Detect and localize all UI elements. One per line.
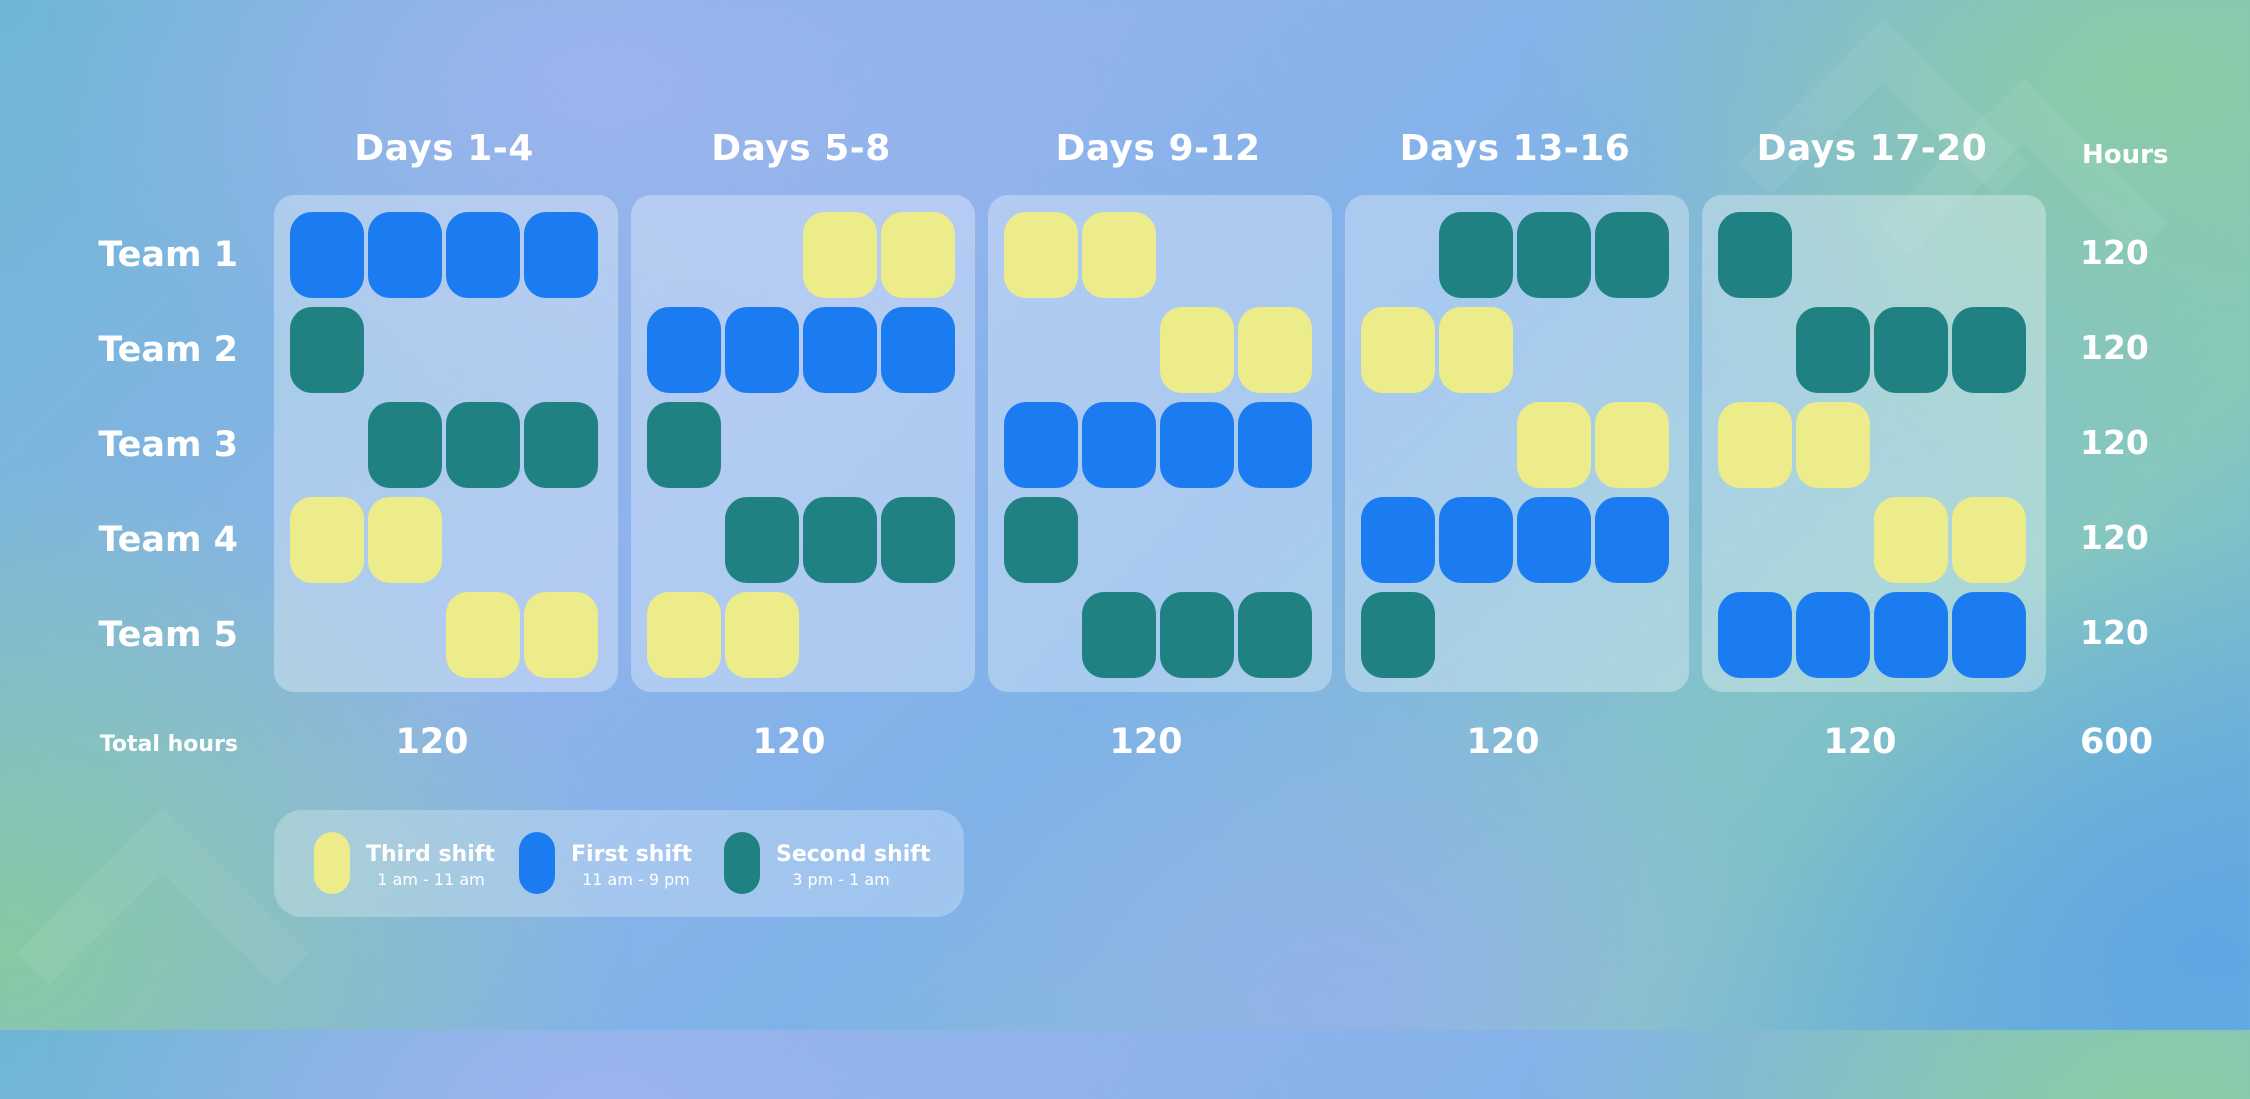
column-header: Days 9-12 [1055,128,1261,169]
second-shift-cell [647,402,721,488]
third-shift-cell [524,592,598,678]
third-shift-cell [1361,307,1435,393]
first-shift-swatch [519,832,555,894]
background-chevron [17,807,309,1099]
second-shift-cell [290,307,364,393]
column-total-hours: 120 [1823,722,1897,762]
third-shift-cell [803,212,877,298]
third-shift-cell [1004,212,1078,298]
second-shift-cell [1952,307,2026,393]
first-shift-cell [1361,497,1435,583]
first-shift-cell [446,212,520,298]
second-shift-cell [524,402,598,488]
row-total-hours: 120 [2080,518,2149,557]
third-shift-cell [647,592,721,678]
first-shift-cell [290,212,364,298]
hours-header: Hours [2082,140,2169,170]
third-shift-swatch [314,832,350,894]
team-label: Team 2 [98,330,238,370]
third-shift-cell [1517,402,1591,488]
row-total-hours: 120 [2080,328,2149,367]
second-shift-cell [1595,212,1669,298]
third-shift-cell [1796,402,1870,488]
second-shift-cell [446,402,520,488]
first-shift-cell [881,307,955,393]
legend: Third shift 1 am - 11 am First shift 11 am … [274,810,964,917]
legend-shift-time: 11 am - 9 pm [582,870,690,889]
second-shift-cell [881,497,955,583]
third-shift-cell [881,212,955,298]
third-shift-cell [368,497,442,583]
first-shift-cell [1517,497,1591,583]
third-shift-cell [1718,402,1792,488]
first-shift-cell [1004,402,1078,488]
team-label: Team 5 [98,615,238,655]
third-shift-cell [1160,307,1234,393]
column-total-hours: 120 [1109,722,1183,762]
first-shift-cell [803,307,877,393]
column-header: Days 13-16 [1399,128,1631,169]
third-shift-cell [446,592,520,678]
second-shift-cell [725,497,799,583]
column-total-hours: 120 [395,722,469,762]
second-shift-cell [368,402,442,488]
legend-shift-name: Second shift [776,842,931,867]
second-shift-cell [1082,592,1156,678]
column-total-hours: 120 [752,722,826,762]
shift-schedule-chart: Days 1-4 Days 5-8 Days 9-12 Days 13-16 Days … [17,17,2169,1099]
first-shift-cell [1082,402,1156,488]
row-total-hours: 120 [2080,423,2149,462]
column-header: Days 17-20 [1756,128,1988,169]
second-shift-cell [1361,592,1435,678]
third-shift-cell [1238,307,1312,393]
total-hours-label: Total hours [99,732,238,757]
first-shift-cell [1874,592,1948,678]
second-shift-cell [1004,497,1078,583]
third-shift-cell [1952,497,2026,583]
team-label: Team 3 [98,425,238,465]
first-shift-cell [1796,592,1870,678]
first-shift-cell [1595,497,1669,583]
legend-shift-time: 3 pm - 1 am [792,870,890,889]
second-shift-swatch [724,832,760,894]
legend-shift-name: Third shift [366,842,495,867]
first-shift-cell [1238,402,1312,488]
legend-shift-time: 1 am - 11 am [377,870,485,889]
row-total-hours: 120 [2080,233,2149,272]
second-shift-cell [1517,212,1591,298]
first-shift-cell [1439,497,1513,583]
column-header: Days 5-8 [711,128,891,169]
third-shift-cell [1439,307,1513,393]
second-shift-cell [1874,307,1948,393]
second-shift-cell [1796,307,1870,393]
legend-shift-name: First shift [571,842,693,867]
column-header: Days 1-4 [354,128,534,169]
team-label: Team 4 [98,520,238,560]
third-shift-cell [1082,212,1156,298]
third-shift-cell [290,497,364,583]
team-label: Team 1 [98,235,238,275]
second-shift-cell [1718,212,1792,298]
third-shift-cell [725,592,799,678]
second-shift-cell [803,497,877,583]
first-shift-cell [1952,592,2026,678]
second-shift-cell [1238,592,1312,678]
second-shift-cell [1160,592,1234,678]
first-shift-cell [368,212,442,298]
first-shift-cell [1160,402,1234,488]
column-total-hours: 120 [1466,722,1540,762]
second-shift-cell [1439,212,1513,298]
row-total-hours: 120 [2080,613,2149,652]
first-shift-cell [1718,592,1792,678]
third-shift-cell [1595,402,1669,488]
grand-total: 600 [2080,722,2154,762]
first-shift-cell [524,212,598,298]
first-shift-cell [647,307,721,393]
third-shift-cell [1874,497,1948,583]
first-shift-cell [725,307,799,393]
